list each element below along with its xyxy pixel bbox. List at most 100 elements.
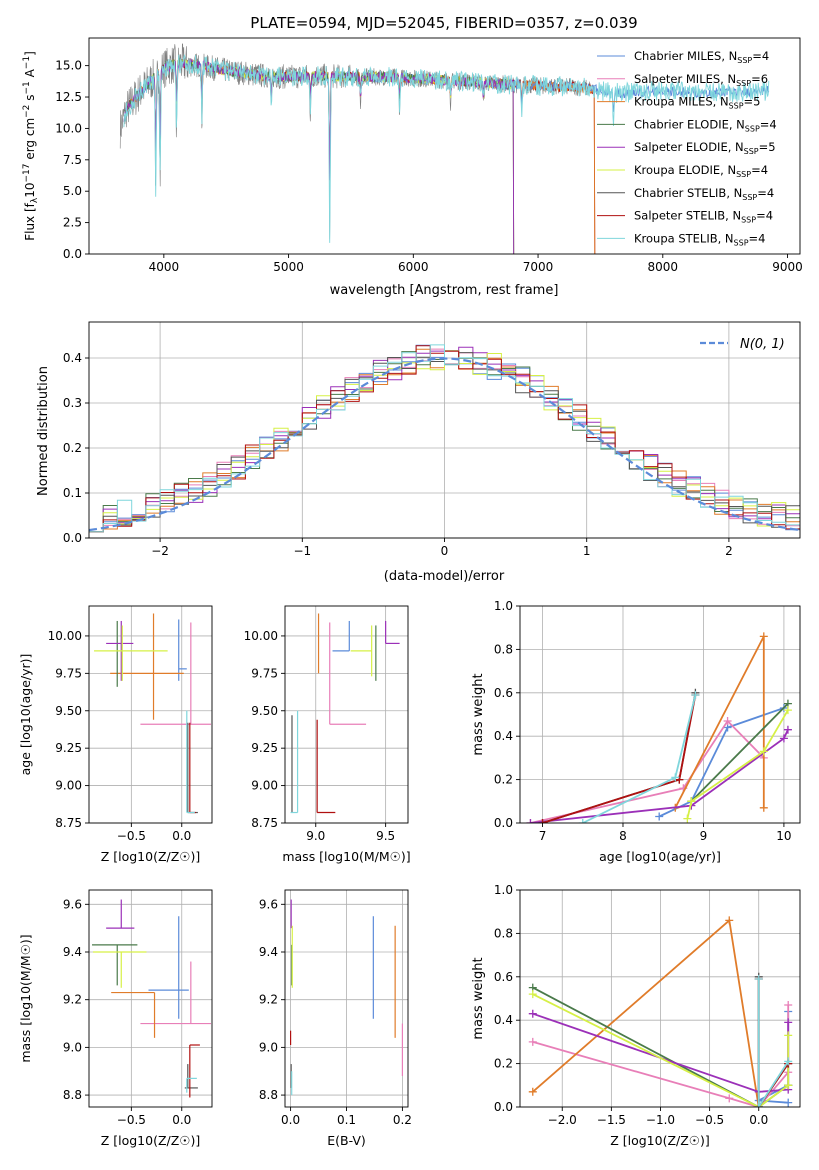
axes-frame <box>88 889 213 1108</box>
marker-point <box>655 812 664 821</box>
y-tick-label: 7.5 <box>63 153 82 167</box>
x-axis-label: Z [log10(Z/Z☉)] <box>101 1133 201 1148</box>
histogram-kroupa-stelib <box>89 344 800 533</box>
y-tick-label: 9.50 <box>251 704 278 718</box>
x-tick-label: 9 <box>700 829 708 843</box>
x-tick-label: 1 <box>583 544 591 558</box>
x-tick-label: 5000 <box>273 260 304 274</box>
y-tick-label: 9.25 <box>55 741 82 755</box>
marker-point <box>675 775 684 784</box>
weight-line-kroupa-stelib <box>757 979 789 1107</box>
y-tick-label: 0.2 <box>494 773 513 787</box>
x-tick-label: −2 <box>151 544 169 558</box>
marker-point <box>779 734 788 743</box>
x-tick-label: 8 <box>619 829 627 843</box>
y-tick-label: 9.2 <box>259 993 278 1007</box>
y-tick-label: 0.3 <box>63 396 82 410</box>
y-tick-label: 10.00 <box>48 629 82 643</box>
weight-line-salpeter-elodie <box>530 729 789 823</box>
y-tick-label: 9.4 <box>259 945 278 959</box>
plot-area <box>94 613 211 814</box>
plot-area <box>290 613 400 814</box>
x-tick-label: 0.2 <box>393 1113 412 1127</box>
x-axis-label: Z [log10(Z/Z☉)] <box>610 1133 710 1148</box>
y-axis-label: Flux [fλ10−17 erg cm−2 s−1 A−1] <box>22 51 40 241</box>
legend-entry: Salpeter ELODIE, NSSP=5 <box>634 140 776 156</box>
marker-point <box>687 797 696 806</box>
x-tick-label: 8000 <box>648 260 679 274</box>
y-tick-label: 0.1 <box>63 486 82 500</box>
plot-area <box>289 899 404 1096</box>
y-tick-label: 15.0 <box>55 59 82 73</box>
y-tick-label: 0.8 <box>494 926 513 940</box>
marker-point <box>754 974 763 983</box>
y-tick-label: 10.00 <box>244 629 278 643</box>
weight-line-kroupa-miles <box>532 918 760 1107</box>
y-tick-label: 9.0 <box>259 1040 278 1054</box>
spectrum-panel: 4000 5000 6000 7000 8000 9000 0.0 2.5 5.0 7.5 10.0… <box>22 37 803 298</box>
x-tick-label: 0 <box>441 544 449 558</box>
y-tick-label: 8.75 <box>251 816 278 830</box>
marker-point <box>784 1031 793 1040</box>
x-tick-label: −1 <box>293 544 311 558</box>
y-axis-label: age [log10(age/yr)] <box>18 654 33 776</box>
weight-vs-metallicity-panel: −2.0 −1.5 −1.0 −0.5 0.0 0.0 0.2 0.4 0.6 0.8 1.0 Z [… <box>471 883 801 1148</box>
y-tick-label: 0.6 <box>494 970 513 984</box>
x-tick-label: −0.5 <box>117 1113 146 1127</box>
x-tick-label: −1.0 <box>646 1113 675 1127</box>
legend-entry: Chabrier MILES, NSSP=4 <box>634 49 769 65</box>
plot-area <box>528 916 793 1107</box>
y-tick-label: 9.50 <box>55 704 82 718</box>
y-tick-label: 9.4 <box>63 945 82 959</box>
marker-point <box>723 717 732 726</box>
age-vs-metallicity-panel: −0.5 0.0 8.75 9.00 9.25 9.50 9.75 10.00 Z [log10… <box>18 605 213 864</box>
marker-point <box>784 1057 793 1066</box>
axes-frame <box>519 889 801 1108</box>
x-tick-label: 0.0 <box>749 1113 768 1127</box>
model-spectrum-kroupa-stelib <box>123 53 770 243</box>
legend-entry: N(0, 1) <box>740 337 785 352</box>
y-tick-label: 0.2 <box>63 441 82 455</box>
marker-point <box>538 819 547 823</box>
y-tick-label: 8.75 <box>55 816 82 830</box>
x-tick-label: 7000 <box>523 260 554 274</box>
marker-point <box>528 1037 537 1046</box>
legend-entry: Salpeter MILES, NSSP=6 <box>634 72 768 88</box>
y-tick-label: 0.0 <box>63 531 82 545</box>
marker-point <box>759 747 768 756</box>
x-tick-label: 6000 <box>398 260 429 274</box>
plot-area <box>119 43 770 254</box>
y-tick-label: 0.8 <box>494 642 513 656</box>
weight-line-chabrier-miles <box>658 707 785 818</box>
y-axis-label: Normed distribution <box>36 366 51 496</box>
x-tick-label: 9000 <box>772 260 803 274</box>
y-tick-label: 9.75 <box>55 666 82 680</box>
x-axis-label: (data-model)/error <box>384 569 505 584</box>
legend-entry: Chabrier ELODIE, NSSP=4 <box>634 117 777 133</box>
x-axis-label: wavelength [Angstrom, rest frame] <box>330 283 559 298</box>
x-tick-label: 0.0 <box>281 1113 300 1127</box>
weight-vs-age-panel: 7 8 9 10 0.0 0.2 0.4 0.6 0.8 1.0 age [log10(age/yr… <box>471 599 801 864</box>
y-tick-label: 5.0 <box>63 184 82 198</box>
y-tick-label: 9.00 <box>251 779 278 793</box>
y-tick-label: 10.0 <box>55 121 82 135</box>
y-tick-label: 9.2 <box>63 993 82 1007</box>
y-tick-label: 0.4 <box>494 1013 513 1027</box>
marker-point <box>754 1103 763 1107</box>
y-axis-label: mass [log10(M/M☉)] <box>18 934 33 1062</box>
gaussian-curve <box>89 357 800 532</box>
y-tick-label: 0.2 <box>494 1057 513 1071</box>
x-tick-label: 0.0 <box>172 829 191 843</box>
x-axis-label: Z [log10(Z/Z☉)] <box>101 849 201 864</box>
model-spectrum-chabrier-elodie <box>123 58 515 254</box>
marker-point <box>759 803 768 812</box>
legend-entry: Kroupa ELODIE, NSSP=4 <box>634 163 768 179</box>
figure-title: PLATE=0594, MJD=52045, FIBERID=0357, z=0… <box>250 14 637 32</box>
axes-frame <box>88 37 801 255</box>
x-tick-label: 10 <box>776 829 791 843</box>
x-tick-label: −0.5 <box>695 1113 724 1127</box>
plot-area <box>89 344 800 533</box>
y-tick-label: 9.6 <box>63 897 82 911</box>
x-tick-label: 4000 <box>149 260 180 274</box>
